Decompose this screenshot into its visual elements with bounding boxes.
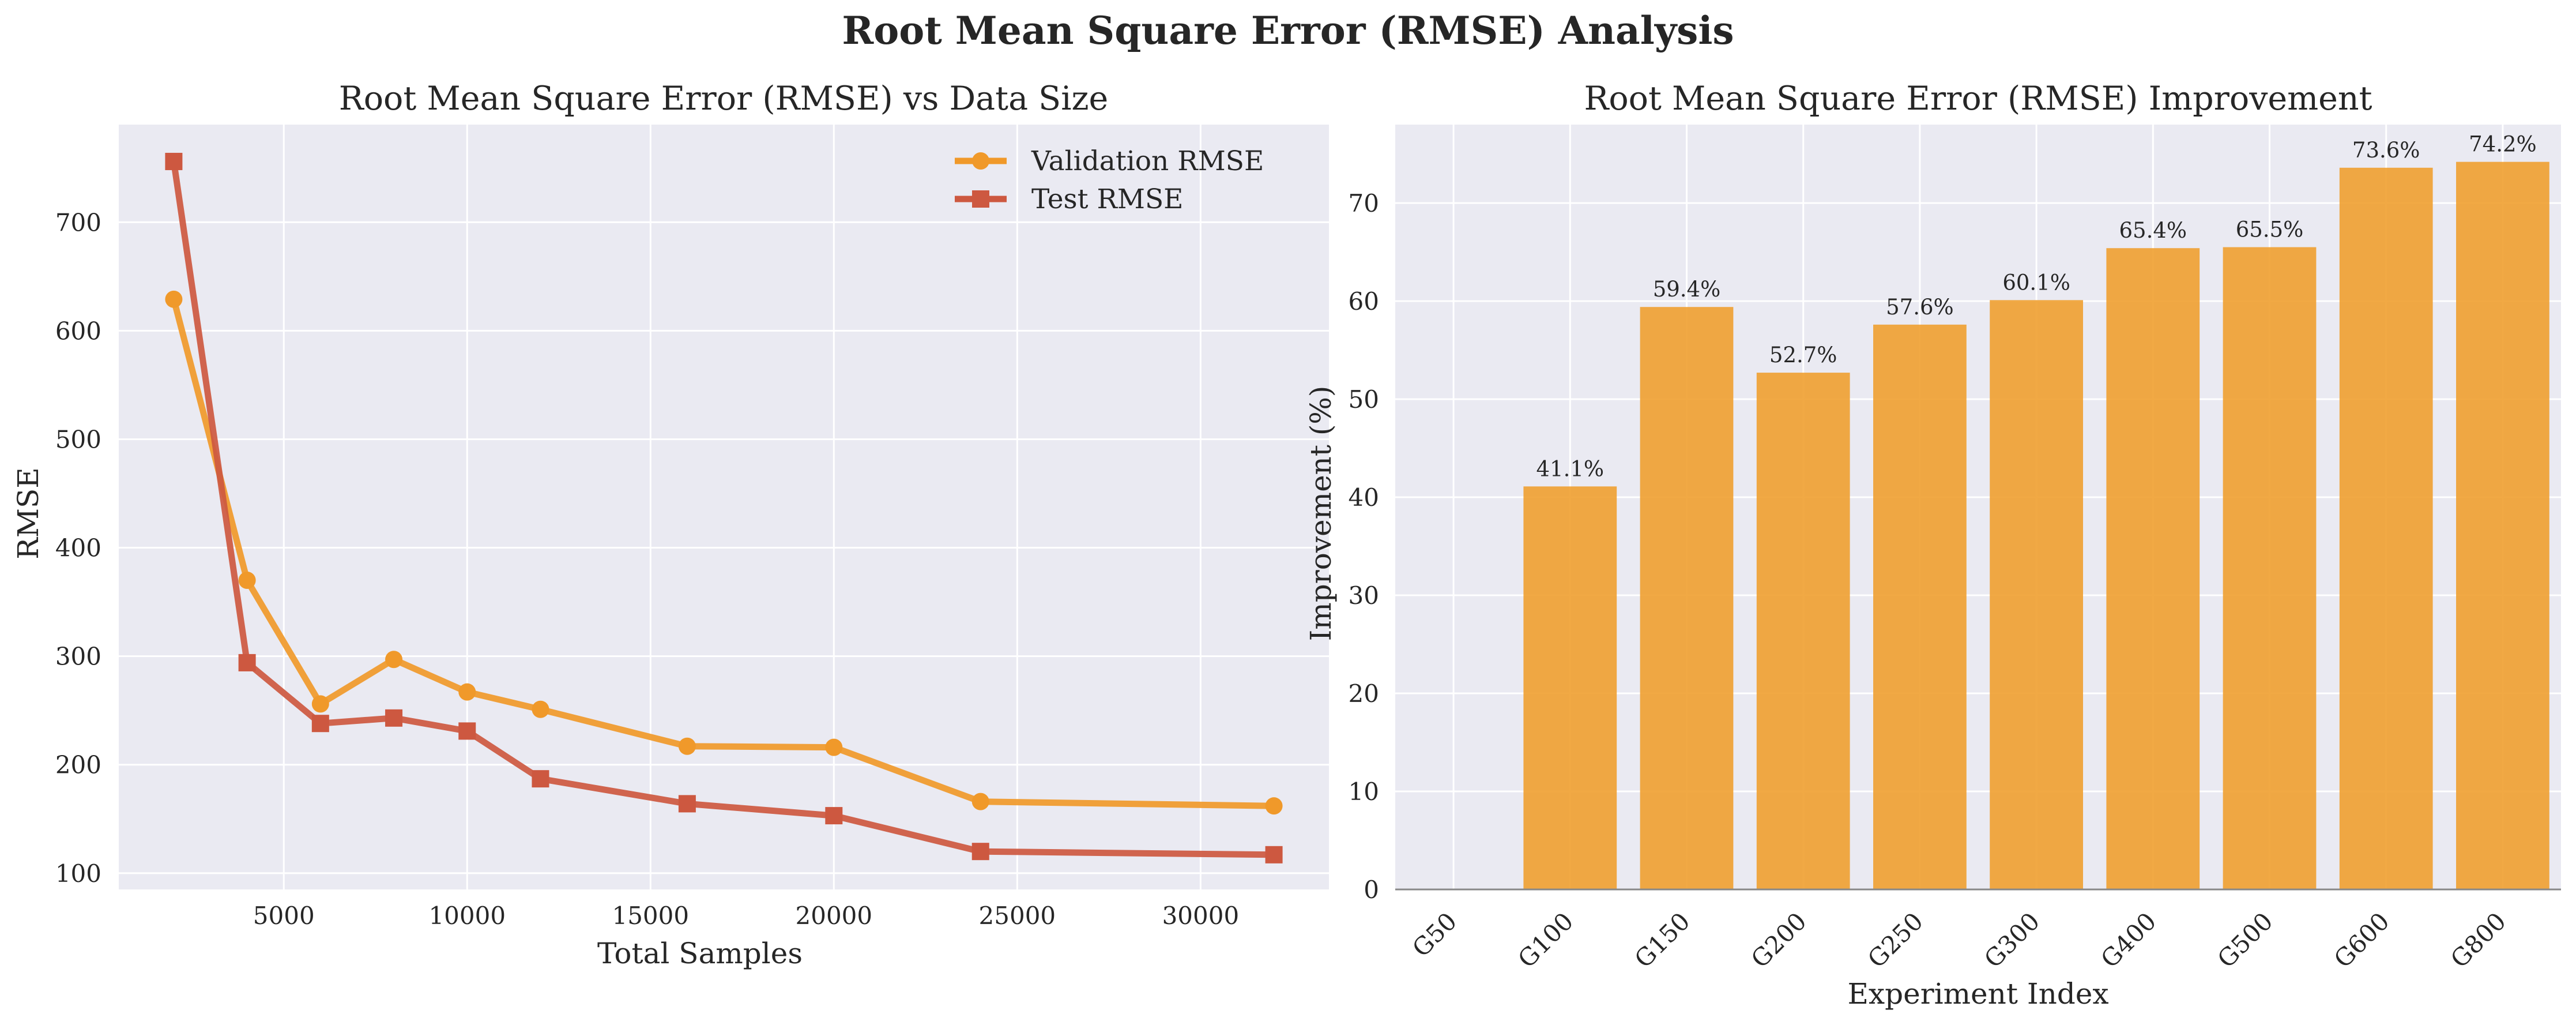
y-tick-label: 100 — [55, 859, 101, 888]
y-tick-label: 0 — [1364, 876, 1379, 904]
x-tick-label: G800 — [2445, 907, 2511, 973]
bar-chart: 41.1% 59.4% 52.7% 57.6% 60.1% 65.4% 65.5% 73.6%… — [1304, 80, 2561, 1011]
line-series — [165, 152, 1283, 863]
y-tick-label: 700 — [55, 208, 101, 236]
y-tick-label: 30 — [1349, 581, 1379, 610]
validation-rmse-line — [170, 296, 1278, 809]
bar — [2106, 248, 2200, 890]
bar — [1756, 373, 1850, 889]
validation-rmse-point — [458, 683, 476, 701]
bar-value-label: 52.7% — [1769, 343, 1837, 367]
x-tick-label: G600 — [2329, 907, 2395, 973]
x-tick-label: 15000 — [612, 902, 689, 930]
x-tick-label: G150 — [1629, 907, 1696, 973]
y-tick-label: 400 — [55, 534, 101, 562]
validation-rmse-point — [385, 651, 403, 669]
bar-value-label: 57.6% — [1886, 295, 1954, 320]
legend-label-test: Test RMSE — [1031, 183, 1183, 215]
x-tick-label: G300 — [1979, 907, 2045, 973]
test-rmse-point — [1265, 846, 1283, 863]
validation-rmse-point — [678, 737, 696, 755]
bar-value-label: 73.6% — [2352, 138, 2420, 163]
bar-x-axis-label: Experiment Index — [1847, 977, 2108, 1011]
bar — [1523, 486, 1617, 889]
x-tick-label: G500 — [2212, 907, 2279, 973]
test-rmse-point — [165, 152, 183, 170]
y-tick-label: 500 — [55, 425, 101, 453]
validation-rmse-point — [825, 738, 843, 756]
x-tick-label: G250 — [1862, 907, 1929, 973]
bars: 41.1% 59.4% 52.7% 57.6% 60.1% 65.4% 65.5% 73.6%… — [1523, 132, 2549, 890]
test-rmse-point — [825, 807, 843, 825]
x-tick-label: G200 — [1746, 907, 1812, 973]
bar-value-label: 74.2% — [2469, 132, 2537, 157]
y-tick-label: 40 — [1349, 483, 1379, 512]
line-legend: Validation RMSE Test RMSE — [955, 145, 1264, 215]
line-plot-area — [119, 125, 1329, 889]
test-rmse-point — [238, 654, 256, 671]
legend-marker-test — [972, 190, 989, 208]
validation-rmse-point — [165, 290, 183, 308]
bar — [1873, 324, 1967, 889]
bar-value-label: 65.5% — [2236, 217, 2304, 242]
validation-rmse-point — [311, 695, 329, 713]
y-tick-label: 10 — [1349, 778, 1379, 806]
x-tick-label: G50 — [1407, 907, 1462, 962]
bar — [1990, 300, 2083, 889]
y-tick-label: 70 — [1349, 189, 1379, 217]
y-tick-label: 60 — [1349, 287, 1379, 316]
test-rmse-point — [458, 722, 476, 740]
validation-rmse-point — [238, 571, 256, 589]
line-y-axis-label: RMSE — [12, 467, 45, 560]
x-tick-label: 10000 — [428, 902, 506, 930]
x-tick-label: 20000 — [796, 902, 873, 930]
x-tick-label: 5000 — [253, 902, 315, 930]
bar-value-label: 65.4% — [2119, 218, 2187, 243]
y-tick-label: 300 — [55, 643, 101, 671]
line-ticks: 5000 10000 15000 20000 25000 30000 100 200 300 40… — [55, 208, 1239, 930]
line-grid — [119, 125, 1329, 889]
x-tick-label: 30000 — [1162, 902, 1240, 930]
test-rmse-point — [971, 843, 989, 861]
x-tick-label: 25000 — [979, 902, 1056, 930]
test-rmse-point — [532, 770, 549, 788]
line-chart-title: Root Mean Square Error (RMSE) vs Data Si… — [339, 80, 1108, 118]
test-rmse-line — [170, 158, 1278, 858]
validation-rmse-point — [1265, 797, 1283, 815]
test-rmse-point — [311, 715, 329, 733]
bar-y-axis-label: Improvement (%) — [1304, 386, 1338, 641]
line-chart: 5000 10000 15000 20000 25000 30000 100 200 300 40… — [12, 80, 1329, 970]
bar-value-label: 59.4% — [1653, 277, 1721, 302]
legend-label-validation: Validation RMSE — [1031, 145, 1264, 177]
bar-value-label: 41.1% — [1536, 456, 1605, 481]
y-tick-label: 600 — [55, 317, 101, 345]
bar-value-label: 60.1% — [2002, 270, 2070, 295]
y-tick-label: 20 — [1349, 679, 1379, 708]
bar-chart-title: Root Mean Square Error (RMSE) Improvemen… — [1584, 80, 2372, 118]
bar — [1640, 307, 1734, 889]
test-rmse-point — [385, 709, 403, 727]
x-tick-label: G100 — [1512, 907, 1579, 973]
line-x-axis-label: Total Samples — [597, 937, 803, 970]
bar — [2339, 167, 2433, 889]
legend-marker-validation — [972, 152, 989, 170]
y-tick-label: 50 — [1349, 385, 1379, 414]
x-tick-label: G400 — [2095, 907, 2161, 973]
bar — [2456, 162, 2549, 890]
validation-rmse-point — [532, 700, 549, 718]
y-tick-label: 200 — [55, 751, 101, 779]
validation-rmse-point — [971, 793, 989, 810]
figure-title: Root Mean Square Error (RMSE) Analysis — [842, 8, 1734, 53]
bar — [2223, 247, 2317, 889]
test-rmse-point — [678, 795, 696, 813]
